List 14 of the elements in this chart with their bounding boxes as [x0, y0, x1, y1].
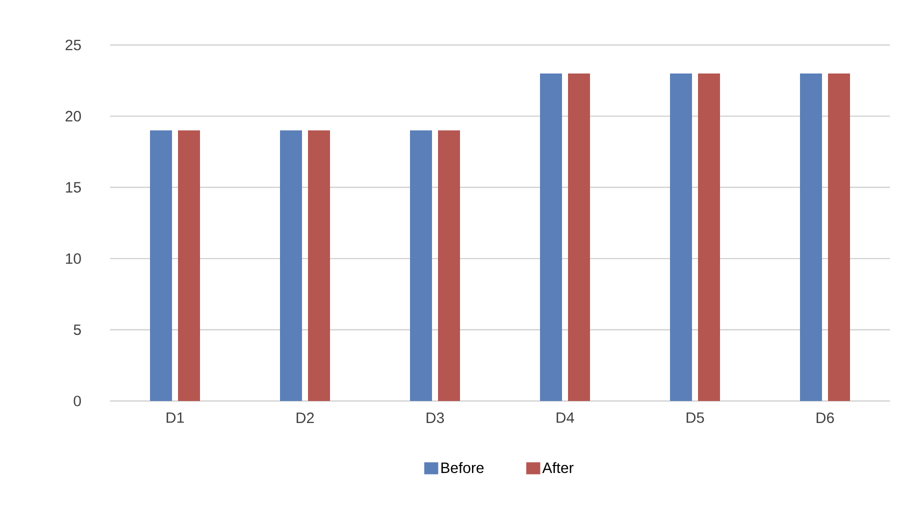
- x-tick-label: D1: [166, 412, 184, 423]
- y-tick-label: 10: [66, 253, 81, 264]
- x-tick-label: D6: [816, 412, 834, 424]
- x-tick-label: D4: [556, 412, 574, 423]
- y-tick-label: 0: [74, 396, 81, 406]
- x-tick-label: D5: [686, 412, 704, 423]
- legend-label: Before: [441, 462, 484, 474]
- legend-label: After: [542, 462, 574, 474]
- y-tick-label: 5: [74, 324, 81, 335]
- y-tick-label: 15: [66, 182, 81, 193]
- y-tick-label: 25: [66, 40, 81, 50]
- x-tick-label: D3: [426, 412, 444, 424]
- x-tick-label: D2: [296, 412, 314, 423]
- y-tick-label: 20: [66, 110, 81, 122]
